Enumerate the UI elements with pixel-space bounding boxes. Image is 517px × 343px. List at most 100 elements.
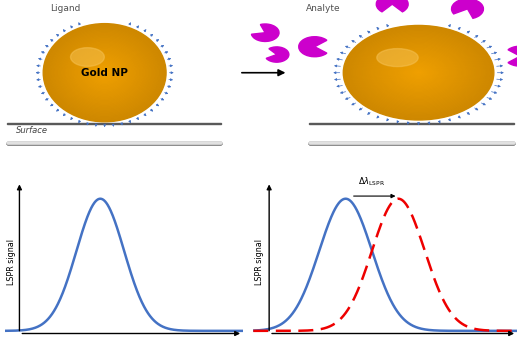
- Ellipse shape: [381, 49, 456, 96]
- Ellipse shape: [45, 25, 164, 121]
- Text: $\Delta\lambda_{\mathregular{LSPR}}$: $\Delta\lambda_{\mathregular{LSPR}}$: [358, 176, 386, 188]
- Bar: [309, 142, 514, 143]
- Ellipse shape: [68, 43, 142, 102]
- Ellipse shape: [55, 34, 154, 112]
- Ellipse shape: [360, 36, 477, 109]
- Ellipse shape: [355, 33, 482, 113]
- Ellipse shape: [387, 52, 450, 93]
- Ellipse shape: [72, 47, 137, 98]
- Ellipse shape: [60, 37, 149, 108]
- Ellipse shape: [383, 50, 454, 95]
- Ellipse shape: [364, 38, 473, 107]
- Bar: [7, 142, 221, 143]
- Bar: [309, 142, 514, 143]
- Bar: [7, 142, 221, 143]
- Ellipse shape: [390, 55, 447, 91]
- Ellipse shape: [377, 49, 418, 67]
- Bar: [309, 142, 514, 143]
- Wedge shape: [508, 46, 517, 66]
- Ellipse shape: [343, 25, 494, 120]
- Ellipse shape: [392, 56, 445, 89]
- Text: Surface: Surface: [16, 126, 48, 135]
- Ellipse shape: [48, 27, 161, 118]
- Text: Analyte: Analyte: [306, 4, 340, 13]
- Ellipse shape: [54, 32, 155, 113]
- Ellipse shape: [83, 56, 126, 90]
- Ellipse shape: [413, 69, 424, 76]
- Ellipse shape: [417, 72, 420, 74]
- Bar: [309, 142, 514, 143]
- Bar: [309, 143, 514, 144]
- Ellipse shape: [388, 54, 449, 92]
- Ellipse shape: [88, 59, 121, 86]
- Wedge shape: [251, 24, 279, 42]
- Ellipse shape: [49, 28, 160, 117]
- Bar: [7, 142, 221, 143]
- Ellipse shape: [394, 57, 443, 88]
- Ellipse shape: [43, 24, 166, 122]
- Ellipse shape: [349, 29, 488, 116]
- Ellipse shape: [407, 66, 430, 80]
- Ellipse shape: [403, 63, 434, 82]
- Ellipse shape: [85, 57, 125, 89]
- Text: LSPR signal: LSPR signal: [7, 239, 16, 285]
- Ellipse shape: [69, 45, 140, 101]
- Bar: [7, 123, 221, 124]
- Bar: [7, 143, 221, 144]
- Wedge shape: [376, 0, 408, 12]
- Ellipse shape: [57, 35, 152, 111]
- Bar: [309, 123, 514, 124]
- Ellipse shape: [74, 48, 135, 97]
- Ellipse shape: [366, 40, 472, 106]
- Bar: [309, 142, 514, 143]
- Ellipse shape: [86, 58, 123, 87]
- Bar: [7, 143, 221, 144]
- Ellipse shape: [385, 51, 452, 94]
- Bar: [7, 142, 221, 143]
- Ellipse shape: [62, 38, 148, 107]
- Wedge shape: [451, 0, 483, 18]
- Ellipse shape: [77, 51, 132, 95]
- Ellipse shape: [52, 31, 157, 115]
- Bar: [309, 142, 514, 143]
- Ellipse shape: [65, 41, 145, 105]
- Bar: [309, 142, 514, 143]
- Ellipse shape: [409, 67, 428, 79]
- Ellipse shape: [400, 61, 437, 84]
- Ellipse shape: [362, 37, 475, 108]
- Ellipse shape: [402, 62, 435, 83]
- Bar: [309, 143, 514, 144]
- Ellipse shape: [101, 70, 108, 75]
- Ellipse shape: [377, 47, 460, 99]
- Ellipse shape: [66, 42, 143, 103]
- Ellipse shape: [345, 27, 492, 119]
- Ellipse shape: [356, 34, 481, 112]
- Ellipse shape: [70, 48, 104, 66]
- Bar: [309, 142, 514, 143]
- Text: Gold NP: Gold NP: [81, 68, 128, 78]
- Ellipse shape: [58, 36, 151, 109]
- Ellipse shape: [71, 46, 139, 100]
- Bar: [7, 142, 221, 143]
- Ellipse shape: [405, 64, 432, 81]
- Ellipse shape: [97, 67, 112, 79]
- Ellipse shape: [379, 48, 458, 97]
- Ellipse shape: [373, 44, 464, 101]
- Bar: [309, 143, 514, 144]
- Ellipse shape: [398, 60, 439, 86]
- Ellipse shape: [93, 63, 117, 83]
- Ellipse shape: [99, 68, 111, 78]
- Bar: [309, 143, 514, 144]
- Ellipse shape: [353, 31, 484, 114]
- Ellipse shape: [358, 35, 479, 110]
- Ellipse shape: [375, 46, 462, 100]
- Ellipse shape: [79, 52, 131, 94]
- Ellipse shape: [89, 60, 120, 85]
- Ellipse shape: [372, 43, 466, 102]
- Bar: [7, 143, 221, 144]
- Bar: [7, 143, 221, 144]
- Bar: [7, 142, 221, 143]
- Ellipse shape: [351, 30, 486, 115]
- Bar: [309, 142, 514, 143]
- Ellipse shape: [347, 28, 490, 118]
